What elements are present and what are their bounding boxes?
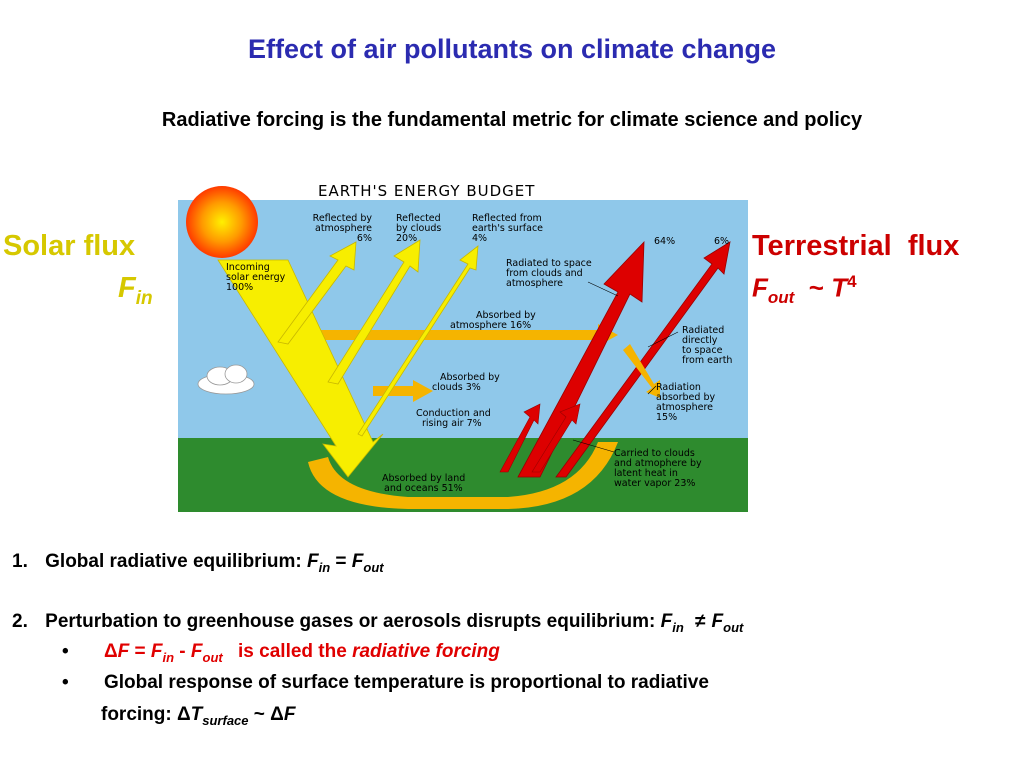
svg-text:rising air 7%: rising air 7% [422,418,482,429]
list-item-2: 2. Perturbation to greenhouse gases or a… [12,611,744,635]
svg-text:Carried to clouds: Carried to clouds [614,448,695,459]
radiated-direct-label: Radiated directly to space from earth [682,325,732,366]
slide-title: Effect of air pollutants on climate chan… [247,34,777,64]
sun-icon [186,186,258,258]
bullet-radiative-forcing: • ΔF = Fin - Fout is called the radiativ… [62,641,500,665]
svg-text:and atmophere by: and atmophere by [614,458,702,469]
conduction-arrow [499,403,541,473]
svg-text:earth's surface: earth's surface [472,223,543,234]
svg-text:Absorbed by: Absorbed by [440,372,500,383]
slide-subtitle: Radiative forcing is the fundamental met… [161,109,863,131]
latent-heat-arrow [531,403,581,473]
svg-text:Reflected by: Reflected by [313,213,373,224]
reflected-atmosphere-arrow [277,241,357,345]
svg-text:water vapor 23%: water vapor 23% [614,478,695,489]
svg-text:absorbed by: absorbed by [656,392,715,403]
pct-6-label: 6% [714,236,729,247]
clouds-absorption-arrow [373,380,433,402]
earth-energy-budget-diagram: EARTH'S ENERGY BUDGET Incoming solar ene… [178,172,748,512]
land-absorption-arrow [308,442,618,509]
svg-text:Reflected: Reflected [396,213,441,224]
pct-64-label: 64% [654,236,675,247]
svg-text:4%: 4% [472,233,487,244]
svg-text:from clouds and: from clouds and [506,268,583,279]
svg-text:Radiated to space: Radiated to space [506,258,592,269]
solar-flux-label: Solar flux [3,230,136,262]
svg-text:solar energy: solar energy [226,272,286,283]
cloud-icon [197,364,255,395]
svg-text:Absorbed by: Absorbed by [476,310,536,321]
absorbed-atmosphere-label: Absorbed by atmosphere 16% [450,310,536,331]
atmosphere-radiation-arrow [623,344,660,398]
svg-text:15%: 15% [656,412,677,423]
radiation-absorbed-label: Radiation absorbed by atmosphere 15% [656,382,715,423]
terrestrial-flux-label: Terrestrial flux [752,230,960,262]
svg-text:6%: 6% [357,233,372,244]
svg-text:atmosphere: atmosphere [506,278,563,289]
svg-text:atmosphere: atmosphere [656,402,713,413]
svg-text:and oceans 51%: and oceans 51% [384,483,463,494]
svg-text:atmosphere: atmosphere [315,223,372,234]
svg-text:20%: 20% [396,233,417,244]
svg-text:Reflected from: Reflected from [472,213,542,224]
svg-text:from earth: from earth [682,355,732,366]
svg-text:by clouds: by clouds [396,223,441,234]
atmosphere-absorption-arrow [298,324,618,346]
reflected-clouds-label: Reflected by clouds 20% [396,213,441,244]
reflected-clouds-arrow [327,239,421,385]
svg-text:clouds 3%: clouds 3% [432,382,481,393]
diagram-heading: EARTH'S ENERGY BUDGET [318,182,535,200]
svg-text:Conduction and: Conduction and [416,408,491,419]
absorbed-land-label: Absorbed by land and oceans 51% [382,473,465,494]
latent-heat-label: Carried to clouds and atmophere by laten… [614,448,702,489]
terrestrial-flux-symbol: Fout ~ T4 [752,272,857,307]
radiated-space-label: Radiated to space from clouds and atmosp… [506,258,592,289]
svg-text:Incoming: Incoming [226,262,270,273]
solar-flux-symbol: Fin [118,272,153,309]
svg-text:100%: 100% [226,282,253,293]
svg-text:Radiation: Radiation [656,382,701,393]
reflected-surface-arrow [357,245,479,437]
svg-text:to space: to space [682,345,723,356]
svg-text:Absorbed by land: Absorbed by land [382,473,465,484]
svg-text:latent heat in: latent heat in [614,468,678,479]
list-item-1: 1. Global radiative equilibrium: Fin = F… [12,551,384,575]
reflected-atmosphere-label: Reflected by atmosphere 6% [313,213,373,244]
incoming-label: Incoming solar energy 100% [226,262,286,293]
radiated-direct-arrow [555,241,731,478]
svg-text:directly: directly [682,335,718,346]
svg-text:atmosphere 16%: atmosphere 16% [450,320,531,331]
conduction-label: Conduction and rising air 7% [416,408,491,429]
bullet-global-response-line2: forcing: ΔTsurface ~ ΔF [101,704,296,728]
reflected-surface-label: Reflected from earth's surface 4% [472,213,543,244]
incoming-solar-arrow [217,259,384,478]
svg-text:Radiated: Radiated [682,325,724,336]
bullet-global-response: • Global response of surface temperature… [62,672,709,693]
absorbed-clouds-label: Absorbed by clouds 3% [432,372,500,393]
